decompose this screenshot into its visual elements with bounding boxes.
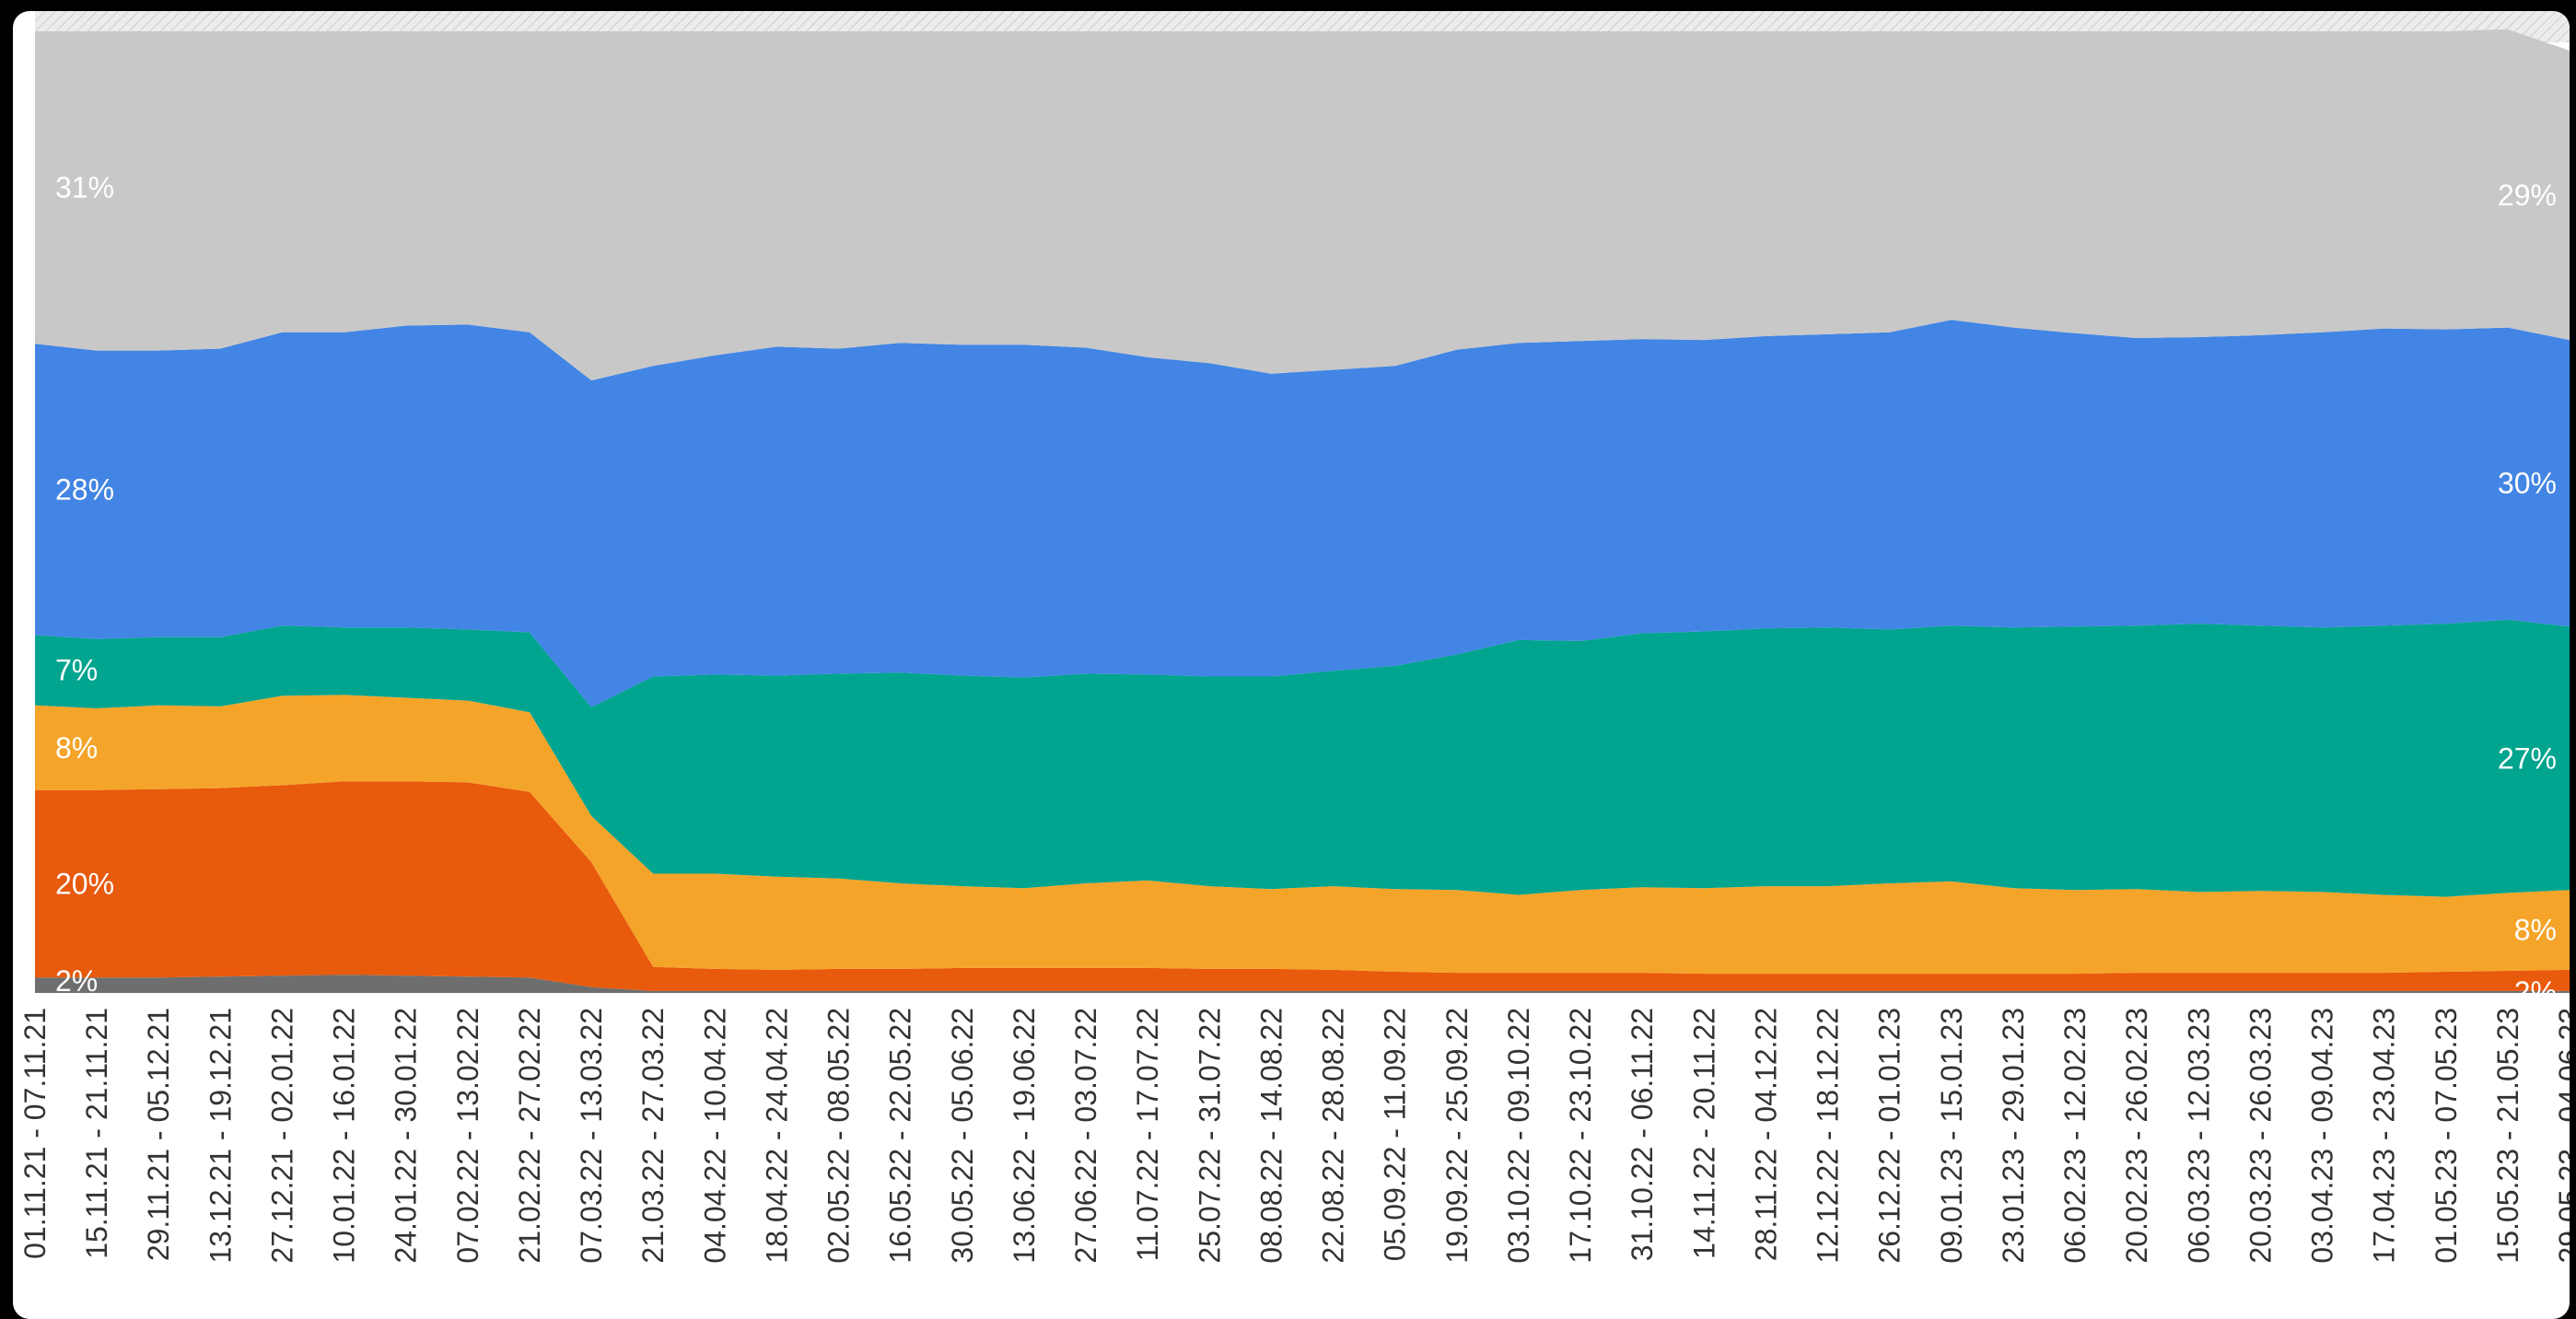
x-tick-label: 27.06.22 - 03.07.22: [1069, 1008, 1102, 1264]
area-series-4: [35, 619, 2570, 897]
x-tick-label: 14.11.22 - 20.11.22: [1687, 1008, 1720, 1259]
x-tick-label: 15.05.23 - 21.05.23: [2491, 1008, 2524, 1264]
x-tick-label: 05.09.22 - 11.09.22: [1379, 1008, 1412, 1261]
start-percent-label: 8%: [55, 731, 98, 765]
x-tick-label: 10.01.22 - 16.01.22: [328, 1008, 361, 1264]
x-tick-label: 31.10.22 - 06.11.22: [1626, 1008, 1659, 1261]
start-percent-label: 20%: [55, 868, 114, 901]
x-tick-label: 20.02.23 - 26.02.23: [2120, 1008, 2153, 1264]
end-percent-label: 27%: [2498, 741, 2557, 775]
x-tick-label: 25.07.22 - 31.07.22: [1193, 1008, 1226, 1264]
x-tick-label: 07.03.22 - 13.03.22: [575, 1008, 608, 1264]
x-tick-label: 29.11.21 - 05.12.21: [142, 1008, 175, 1261]
x-tick-label: 03.10.22 - 09.10.22: [1502, 1008, 1535, 1264]
x-tick-label: 06.02.23 - 12.02.23: [2058, 1008, 2092, 1264]
x-tick-label: 13.06.22 - 19.06.22: [1008, 1008, 1041, 1264]
x-tick-label: 16.05.22 - 22.05.22: [884, 1008, 917, 1264]
x-tick-label: 28.11.22 - 04.12.22: [1749, 1008, 1782, 1261]
x-tick-label: 17.10.22 - 23.10.22: [1564, 1008, 1597, 1264]
area-series-6: [35, 29, 2570, 381]
area-layers: [35, 29, 2570, 993]
chart-card: 2% 2% 20% 8% 8% 7% 27% 28% 30% 31% 29% 01.11.21 - …: [13, 11, 2570, 1319]
x-tick-label: 24.01.22 - 30.01.22: [390, 1008, 423, 1264]
area-series-5: [35, 320, 2570, 707]
area-series-3: [35, 695, 2570, 975]
stacked-area-chart: 2% 2% 20% 8% 8% 7% 27% 28% 30% 31% 29% 01.11.21 - …: [18, 11, 2570, 1264]
x-tick-label: 21.02.22 - 27.02.22: [513, 1008, 546, 1264]
x-tick-label: 01.11.21 - 07.11.21: [18, 1008, 52, 1259]
end-percent-label: 29%: [2498, 179, 2557, 212]
end-percent-label: 8%: [2514, 914, 2557, 947]
x-tick-label: 02.05.22 - 08.05.22: [822, 1008, 856, 1264]
start-percent-label: 2%: [55, 964, 98, 998]
x-tick-label: 13.12.21 - 19.12.21: [204, 1008, 237, 1264]
start-percent-label: 31%: [55, 171, 114, 204]
x-tick-label: 11.07.22 - 17.07.22: [1131, 1008, 1164, 1261]
x-tick-label: 30.05.22 - 05.06.22: [946, 1008, 979, 1264]
area-series-1: [35, 975, 2570, 993]
x-tick-label: 18.04.22 - 24.04.22: [761, 1008, 794, 1264]
x-axis-ticks: 01.11.21 - 07.11.21 15.11.21 - 21.11.21 29…: [18, 1008, 2570, 1264]
x-tick-label: 21.03.22 - 27.03.22: [636, 1008, 670, 1264]
area-series-2: [35, 781, 2570, 991]
x-tick-label: 15.11.21 - 21.11.21: [80, 1008, 113, 1259]
x-tick-label: 03.04.23 - 09.04.23: [2306, 1008, 2339, 1264]
x-tick-label: 09.01.23 - 15.01.23: [1935, 1008, 1968, 1264]
end-percent-label: 30%: [2498, 467, 2557, 500]
x-tick-label: 06.03.23 - 12.03.23: [2182, 1008, 2215, 1264]
x-tick-label: 29.05.23 - 04.06.23: [2553, 1008, 2570, 1264]
x-tick-label: 20.03.23 - 26.03.23: [2244, 1008, 2277, 1264]
x-tick-label: 01.05.23 - 07.05.23: [2430, 1008, 2463, 1264]
x-tick-label: 08.08.22 - 14.08.22: [1254, 1008, 1288, 1264]
x-tick-label: 22.08.22 - 28.08.22: [1317, 1008, 1350, 1264]
x-tick-label: 19.09.22 - 25.09.22: [1440, 1008, 1474, 1264]
x-tick-label: 17.04.23 - 23.04.23: [2368, 1008, 2401, 1264]
x-tick-label: 27.12.21 - 02.01.22: [266, 1008, 299, 1264]
x-tick-label: 04.04.22 - 10.04.22: [698, 1008, 731, 1264]
percentage-labels: 2% 2% 20% 8% 8% 7% 27% 28% 30% 31% 29%: [55, 171, 2557, 1009]
x-tick-label: 23.01.23 - 29.01.23: [1997, 1008, 2030, 1264]
x-tick-label: 07.02.22 - 13.02.22: [451, 1008, 484, 1264]
start-percent-label: 7%: [55, 654, 98, 687]
x-tick-label: 12.12.22 - 18.12.22: [1812, 1008, 1845, 1264]
start-percent-label: 28%: [55, 473, 114, 507]
end-percent-label: 2%: [2514, 975, 2557, 1009]
x-tick-label: 26.12.22 - 01.01.23: [1873, 1008, 1906, 1264]
